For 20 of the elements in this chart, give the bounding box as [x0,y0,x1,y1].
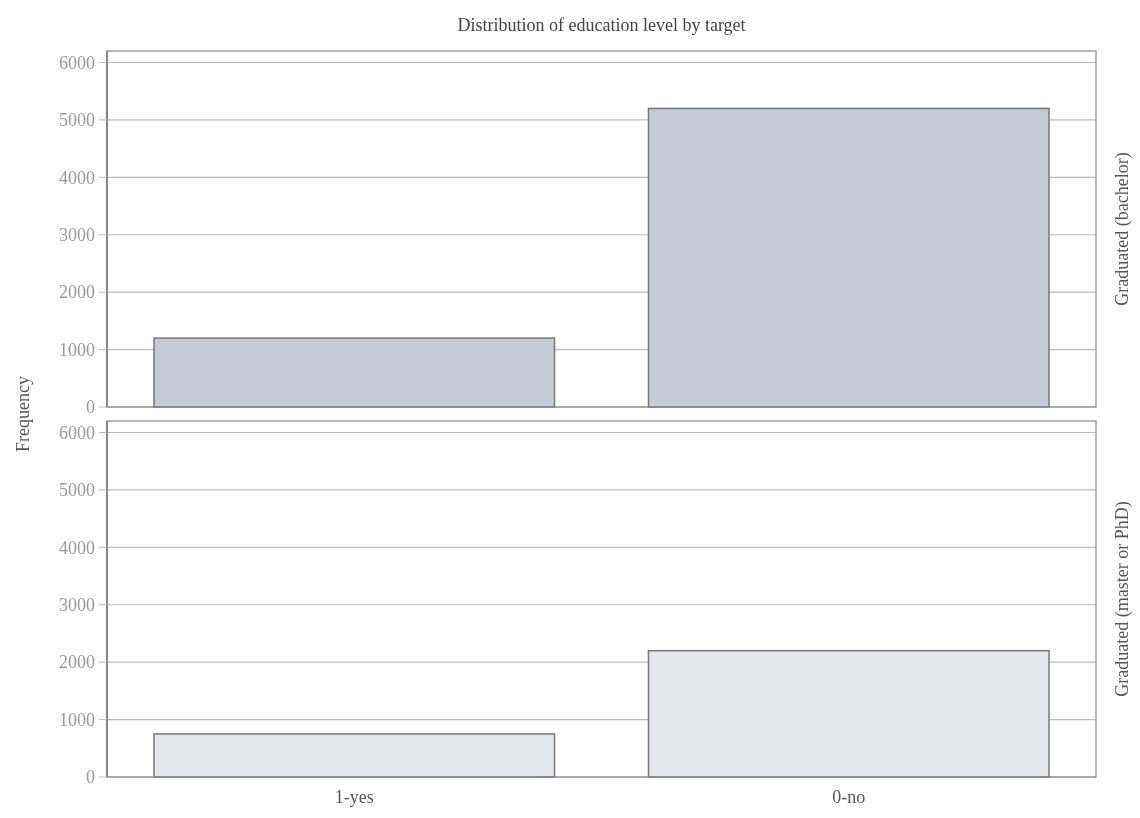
y-tick-label: 2000 [59,282,95,303]
y-tick-label: 3000 [59,595,95,616]
y-tick-label: 1000 [59,339,95,360]
y-tick-label: 5000 [59,110,95,131]
y-tick-label: 2000 [59,652,95,673]
y2-axis-title: Graduated (master or PhD) [1112,501,1133,697]
y-tick-label: 4000 [59,167,95,188]
y-axis-title: Frequency [13,376,33,452]
y-tick-label: 4000 [59,537,95,558]
y-tick-label: 0 [86,767,95,788]
y-tick-label: 0 [86,397,95,418]
y-tick-label: 5000 [59,480,95,501]
y-tick-label: 1000 [59,709,95,730]
y-tick-label: 6000 [59,52,95,73]
x-tick-label: 1-yes [334,787,374,807]
chart-title: Distribution of education level by target [457,15,746,35]
y-tick-label: 6000 [59,422,95,443]
y2-axis-title: Graduated (bachelor) [1112,152,1133,306]
x-tick-label: 0-no [832,787,866,807]
y-tick-label: 3000 [59,225,95,246]
